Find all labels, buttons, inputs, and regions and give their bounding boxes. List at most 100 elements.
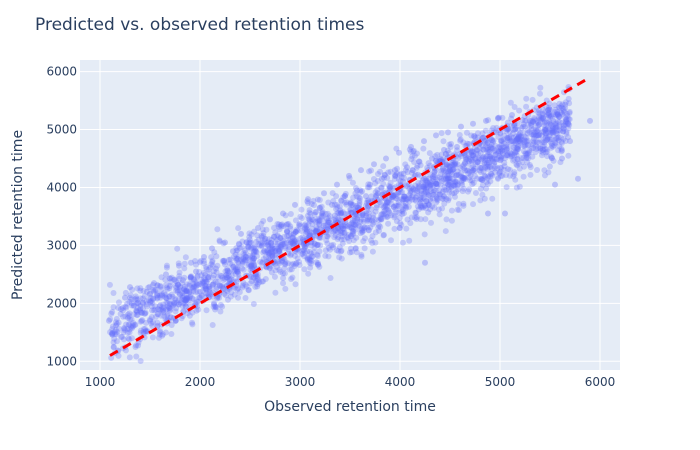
data-point xyxy=(523,103,530,110)
data-point xyxy=(511,169,518,176)
data-point xyxy=(479,182,486,189)
data-point xyxy=(409,196,416,203)
data-point xyxy=(548,155,555,162)
data-point xyxy=(431,204,438,211)
data-point xyxy=(176,269,183,276)
data-point xyxy=(424,179,431,186)
data-point xyxy=(341,225,348,232)
data-point xyxy=(243,239,250,246)
data-point xyxy=(446,178,453,185)
data-point xyxy=(257,258,264,265)
data-point xyxy=(510,138,517,145)
data-point xyxy=(552,106,559,113)
data-point xyxy=(298,251,305,258)
data-point xyxy=(182,297,189,304)
data-point xyxy=(311,249,318,256)
data-point xyxy=(163,295,170,302)
data-point xyxy=(489,158,496,165)
data-point xyxy=(417,162,424,169)
data-point xyxy=(334,181,340,188)
data-point xyxy=(541,142,548,149)
data-point xyxy=(244,243,251,250)
data-point xyxy=(504,134,511,141)
data-point xyxy=(171,300,177,307)
data-point xyxy=(429,195,436,202)
data-point xyxy=(480,146,487,153)
data-point xyxy=(511,171,518,178)
data-point xyxy=(466,156,473,163)
data-point xyxy=(533,132,539,139)
data-point xyxy=(513,136,520,143)
data-point xyxy=(184,294,191,301)
data-point xyxy=(254,232,261,239)
data-point xyxy=(457,136,464,143)
data-point xyxy=(529,141,536,148)
data-point xyxy=(436,211,443,218)
data-point xyxy=(304,254,311,261)
data-point xyxy=(176,262,182,269)
data-point xyxy=(174,287,181,294)
x-tick-label: 5000 xyxy=(485,375,516,389)
data-point xyxy=(201,260,208,267)
data-point xyxy=(149,295,156,302)
data-point xyxy=(300,247,307,254)
data-point xyxy=(477,150,484,157)
data-point xyxy=(486,153,493,160)
data-point xyxy=(159,304,166,311)
data-point xyxy=(372,189,379,196)
data-point xyxy=(529,118,536,125)
data-point xyxy=(112,330,119,337)
data-point xyxy=(384,198,391,205)
data-point xyxy=(425,192,432,199)
data-point xyxy=(267,239,274,246)
data-point xyxy=(316,263,323,270)
data-point xyxy=(478,164,485,171)
data-point xyxy=(259,242,265,249)
data-point xyxy=(220,277,227,284)
data-point xyxy=(133,307,140,314)
data-point xyxy=(395,199,402,206)
data-point xyxy=(408,187,415,194)
data-point xyxy=(118,306,124,313)
data-point xyxy=(140,300,146,307)
data-point xyxy=(504,166,511,173)
data-point xyxy=(143,301,150,308)
data-point xyxy=(141,310,148,317)
data-point xyxy=(236,241,243,248)
data-point xyxy=(272,238,279,245)
data-point xyxy=(556,122,563,129)
data-point xyxy=(542,145,549,152)
data-point xyxy=(437,171,444,178)
data-point xyxy=(442,150,449,157)
data-point xyxy=(213,253,220,260)
data-point xyxy=(387,179,394,186)
data-point xyxy=(274,220,281,227)
data-point xyxy=(489,165,496,172)
data-point xyxy=(468,152,475,159)
data-point xyxy=(260,278,267,285)
data-point xyxy=(350,225,357,232)
data-point xyxy=(365,197,372,204)
data-point xyxy=(488,171,495,178)
data-point xyxy=(120,313,127,320)
data-point xyxy=(306,233,313,240)
data-point xyxy=(378,211,385,218)
data-point xyxy=(138,309,145,316)
data-point xyxy=(527,117,533,124)
data-point xyxy=(392,191,399,198)
data-point xyxy=(503,172,510,179)
data-point xyxy=(439,205,446,212)
data-point xyxy=(436,157,443,164)
data-point xyxy=(271,233,277,240)
data-point xyxy=(441,192,448,199)
data-point xyxy=(265,239,272,246)
data-point xyxy=(461,174,468,181)
data-point xyxy=(361,245,368,252)
data-point xyxy=(183,294,190,301)
data-point xyxy=(406,185,413,192)
data-point xyxy=(153,292,160,299)
data-point xyxy=(513,161,520,168)
x-tick-label: 3000 xyxy=(285,375,316,389)
data-point xyxy=(322,222,329,229)
data-point xyxy=(294,255,301,262)
